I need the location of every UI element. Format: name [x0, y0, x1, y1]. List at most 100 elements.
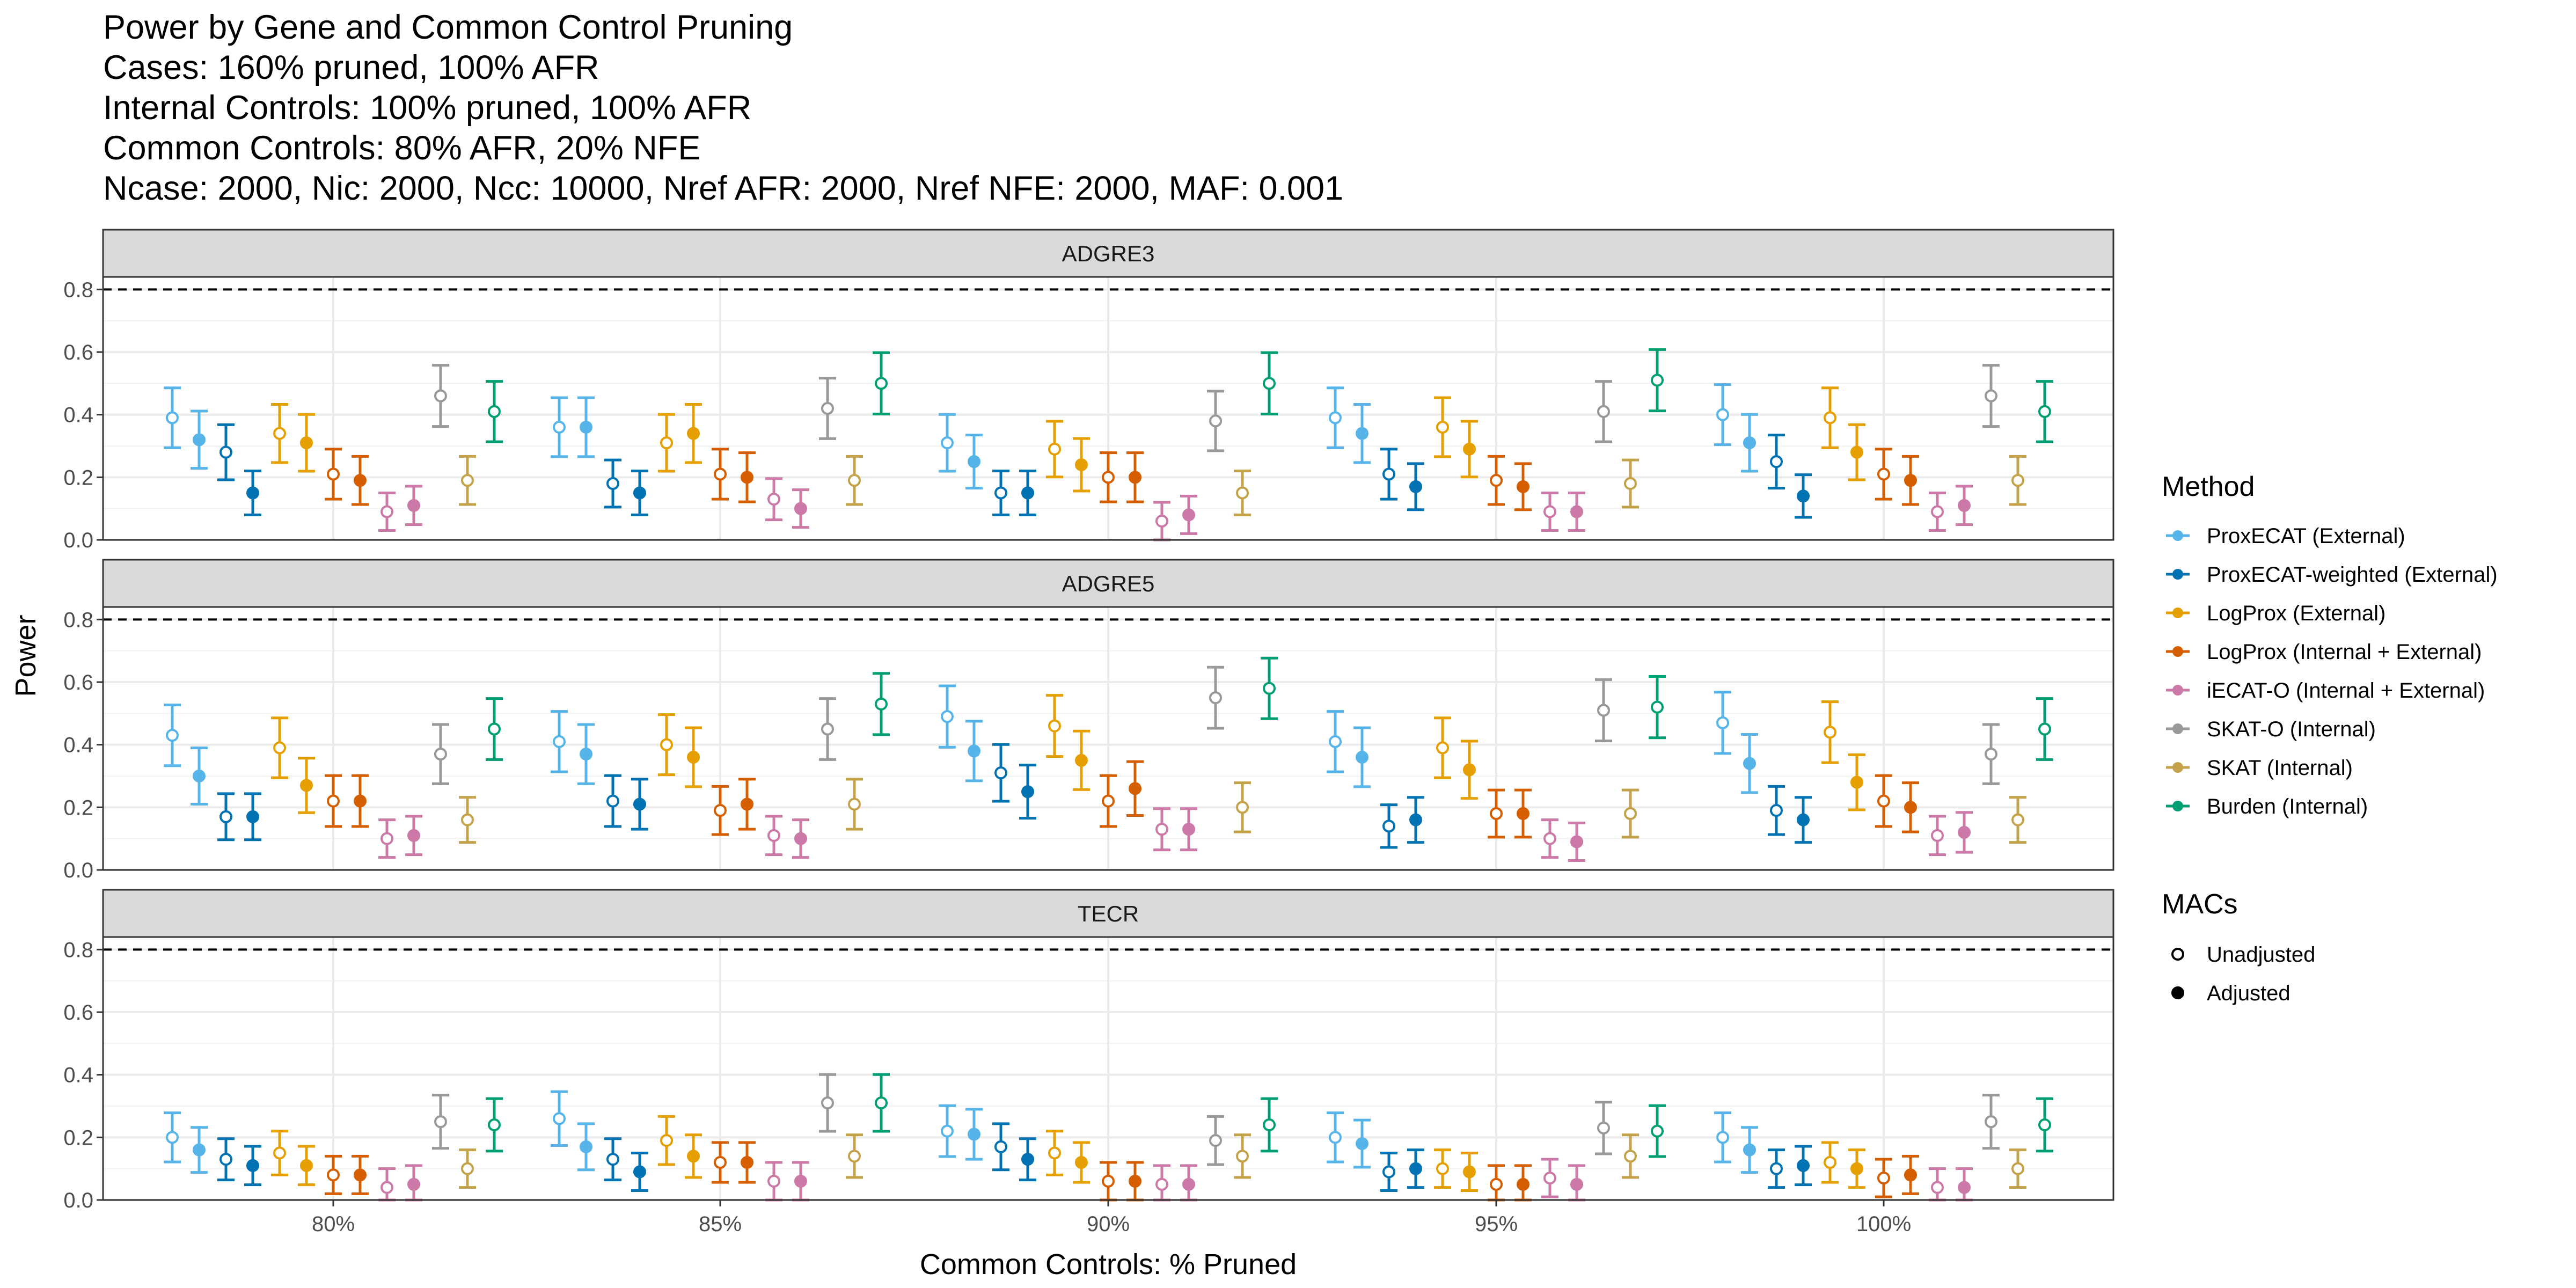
data-point: [219, 445, 232, 459]
data-point: [354, 794, 367, 808]
data-point: [553, 421, 566, 434]
data-point: [193, 770, 206, 782]
data-point: [714, 1156, 727, 1169]
data-point: [1129, 471, 1141, 484]
x-tick-label: 95%: [1475, 1212, 1518, 1236]
y-tick-label: 0.0: [63, 1189, 93, 1212]
data-point: [1624, 477, 1637, 490]
data-point: [434, 748, 447, 761]
data-point: [1985, 1115, 1997, 1129]
data-point: [354, 1168, 367, 1182]
data-point: [166, 411, 179, 425]
data-point: [1155, 1177, 1168, 1191]
data-point: [1850, 775, 1863, 789]
y-tick-label: 0.8: [63, 608, 93, 632]
x-tick-label: 100%: [1856, 1212, 1911, 1236]
y-tick-label: 0.0: [63, 529, 93, 552]
data-point: [1517, 807, 1529, 820]
data-point: [1904, 474, 1917, 487]
data-point: [660, 436, 673, 450]
data-point: [1075, 753, 1088, 767]
y-tick-label: 0.2: [63, 1126, 93, 1150]
data-point: [1597, 1121, 1610, 1135]
data-point: [354, 474, 367, 487]
data-point: [1716, 1131, 1729, 1144]
data-point: [1048, 1146, 1061, 1160]
data-point: [1436, 741, 1449, 755]
data-point: [1209, 691, 1222, 705]
data-point: [1985, 389, 1997, 402]
data-point: [1356, 1137, 1368, 1150]
data-point: [1021, 785, 1034, 799]
data-point: [327, 794, 340, 808]
data-point: [633, 1165, 646, 1179]
data-point: [1743, 1143, 1756, 1157]
data-point: [1329, 735, 1342, 748]
data-point: [1409, 480, 1422, 493]
data-point: [1356, 751, 1368, 764]
data-point: [941, 710, 954, 723]
data-point: [1436, 1162, 1449, 1175]
data-point: [848, 1150, 861, 1163]
data-point: [1877, 1172, 1890, 1185]
data-point: [687, 1150, 700, 1163]
data-point: [1182, 1177, 1195, 1191]
data-point: [633, 797, 646, 811]
data-point: [660, 1134, 673, 1147]
legend-item: ProxECAT (External): [2166, 524, 2405, 548]
legend-label: LogProx (Internal + External): [2207, 640, 2482, 664]
legend-item: Unadjusted: [2171, 943, 2315, 967]
data-point: [1597, 704, 1610, 717]
data-point: [219, 810, 232, 823]
data-point: [794, 502, 807, 515]
data-point: [1624, 807, 1637, 820]
y-axis-label: Power: [10, 614, 42, 697]
panel-border: [102, 276, 2114, 541]
data-point: [1356, 427, 1368, 440]
data-point: [1931, 1181, 1944, 1194]
data-point: [553, 1112, 566, 1125]
data-point: [2011, 813, 2024, 826]
data-point: [606, 1153, 619, 1166]
data-point: [1463, 442, 1476, 456]
data-point: [246, 810, 259, 823]
data-point: [1182, 508, 1195, 522]
facet-strip: [102, 229, 2114, 278]
data-point: [821, 1096, 834, 1110]
data-point: [1824, 1156, 1836, 1169]
data-point: [1236, 486, 1249, 500]
data-point: [633, 486, 646, 500]
legend-title-method: Method: [2162, 471, 2255, 502]
legend-key-point: [2172, 762, 2183, 773]
data-point: [1797, 489, 1810, 503]
legend-key-point: [2172, 723, 2183, 734]
data-point: [1263, 377, 1276, 390]
data-point: [1958, 1181, 1971, 1194]
data-point: [1129, 782, 1141, 795]
data-point: [941, 436, 954, 450]
data-point: [219, 1153, 232, 1166]
data-point: [580, 748, 592, 761]
data-point: [1877, 794, 1890, 808]
data-point: [1155, 823, 1168, 836]
data-point: [1209, 1134, 1222, 1147]
data-point: [1904, 801, 1917, 814]
legend-key-point: [2172, 685, 2183, 696]
legend-key-point: [2172, 530, 2183, 541]
data-point: [166, 729, 179, 742]
legend-key-adjusted: [2171, 986, 2184, 999]
data-point: [1716, 408, 1729, 421]
data-point: [941, 1124, 954, 1138]
data-point: [273, 1146, 286, 1160]
data-point: [1543, 505, 1556, 518]
data-point: [968, 744, 980, 758]
data-point: [1102, 471, 1115, 484]
data-point: [767, 493, 780, 506]
data-point: [1102, 1175, 1115, 1188]
data-point: [434, 1115, 447, 1129]
data-point: [1716, 716, 1729, 729]
y-tick-label: 0.4: [63, 734, 93, 757]
data-point: [875, 1096, 888, 1110]
facet-panels: ADGRE3 0.0 0.2 0.4 0.6 0.8 ADGRE5 0.0 0.2 0.4 0.6 0…: [63, 229, 2114, 1212]
